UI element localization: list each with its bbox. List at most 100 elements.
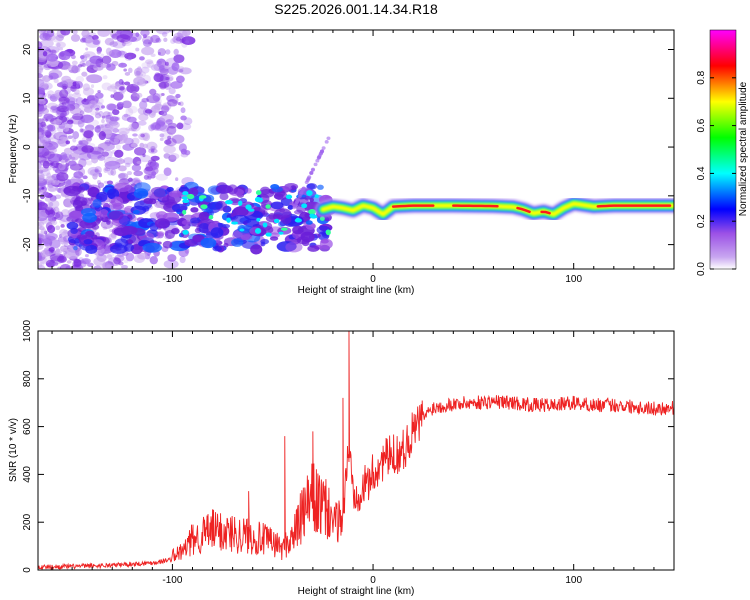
noise-speckle xyxy=(150,161,160,168)
noise-speckle xyxy=(47,199,60,209)
noise-speckle xyxy=(164,139,172,145)
noise-speckle xyxy=(148,124,155,132)
noise-speckle xyxy=(128,67,133,74)
noise-speckle xyxy=(119,91,125,95)
noise-speckle xyxy=(127,55,132,61)
noise-speckle xyxy=(40,87,45,94)
noise-speckle xyxy=(116,50,128,58)
band-blob xyxy=(250,244,263,255)
noise-speckle xyxy=(72,131,80,139)
noise-speckle xyxy=(48,72,59,80)
hotspot xyxy=(285,194,293,200)
hotspot xyxy=(309,213,315,218)
noise-speckle xyxy=(149,88,157,96)
noise-speckle xyxy=(42,126,49,131)
noise-speckle xyxy=(104,114,111,119)
noise-speckle xyxy=(105,134,112,138)
noise-speckle xyxy=(144,166,154,172)
band-blob xyxy=(198,211,210,221)
noise-speckle xyxy=(101,82,112,91)
noise-speckle xyxy=(69,106,82,115)
noise-speckle xyxy=(56,172,69,182)
noise-speckle xyxy=(106,121,120,129)
hotspot xyxy=(301,203,308,209)
noise-speckle xyxy=(47,124,56,132)
band-blob xyxy=(296,236,310,245)
colorbar-label: Normalized spectral amplitude xyxy=(738,81,749,216)
band-blob xyxy=(109,244,128,254)
noise-speckle xyxy=(110,83,118,90)
noise-speckle xyxy=(84,253,89,258)
noise-speckle xyxy=(60,30,71,36)
band-blob xyxy=(268,232,280,239)
band-blob xyxy=(77,186,86,193)
band-blob xyxy=(190,217,201,224)
noise-speckle xyxy=(59,89,69,99)
noise-speckle xyxy=(55,34,64,41)
noise-speckle xyxy=(180,148,187,155)
figure-title: S225.2026.001.14.34.R18 xyxy=(274,1,438,17)
noise-speckle xyxy=(160,93,165,97)
noise-speckle xyxy=(38,262,43,268)
noise-speckle xyxy=(74,88,80,95)
noise-speckle xyxy=(112,109,120,116)
hotspot xyxy=(319,216,325,221)
noise-speckle xyxy=(45,259,56,268)
noise-speckle xyxy=(168,154,177,163)
noise-speckle xyxy=(163,153,171,159)
noise-speckle xyxy=(131,177,141,185)
noise-speckle xyxy=(81,136,92,145)
noise-speckle xyxy=(103,166,109,174)
band-blob xyxy=(245,188,252,194)
noise-speckle xyxy=(138,113,149,121)
spectrogram-y-axis-label: Frequency (Hz) xyxy=(8,115,19,184)
band-blob xyxy=(305,220,313,225)
noise-speckle xyxy=(179,255,186,264)
band-blob xyxy=(316,184,324,190)
noise-speckle xyxy=(175,36,182,42)
noise-speckle xyxy=(80,258,91,264)
snr-y-tick-label: 200 xyxy=(22,513,33,530)
hotspot xyxy=(278,231,284,235)
snr-x-axis-label: Height of straight line (km) xyxy=(298,586,415,597)
band-blob xyxy=(132,209,140,215)
hotspot xyxy=(182,209,187,215)
noise-speckle xyxy=(38,202,48,211)
noise-speckle xyxy=(139,56,145,61)
band-blob xyxy=(232,206,249,217)
noise-speckle xyxy=(47,176,55,183)
noise-speckle xyxy=(173,54,185,63)
noise-speckle xyxy=(46,53,59,62)
noise-speckle xyxy=(101,115,106,119)
noise-speckle xyxy=(39,137,52,144)
noise-speckle xyxy=(68,160,77,167)
snr-frame xyxy=(37,330,675,571)
signal-core xyxy=(596,204,672,208)
noise-speckle xyxy=(159,133,165,138)
noise-speckle xyxy=(144,109,153,114)
noise-speckle xyxy=(41,186,45,191)
noise-speckle xyxy=(177,102,181,106)
noise-speckle xyxy=(170,81,183,89)
band-blob xyxy=(70,227,78,235)
noise-speckle xyxy=(85,74,100,82)
noise-speckle xyxy=(75,96,84,106)
noise-speckle xyxy=(146,61,155,68)
streak-blob xyxy=(300,188,305,193)
snr-series-line xyxy=(38,331,674,570)
noise-speckle xyxy=(70,34,81,42)
noise-speckle xyxy=(136,78,147,87)
noise-speckle xyxy=(156,30,171,35)
noise-speckle xyxy=(52,180,60,186)
noise-speckle xyxy=(72,81,77,87)
hotspot xyxy=(280,227,288,231)
noise-speckle xyxy=(77,64,83,68)
band-blob xyxy=(87,186,100,198)
streak-blob xyxy=(292,205,297,210)
noise-speckle xyxy=(178,69,184,73)
noise-speckle xyxy=(43,113,54,120)
noise-speckle xyxy=(38,41,43,50)
noise-speckle xyxy=(109,41,119,47)
noise-speckle xyxy=(87,119,100,127)
